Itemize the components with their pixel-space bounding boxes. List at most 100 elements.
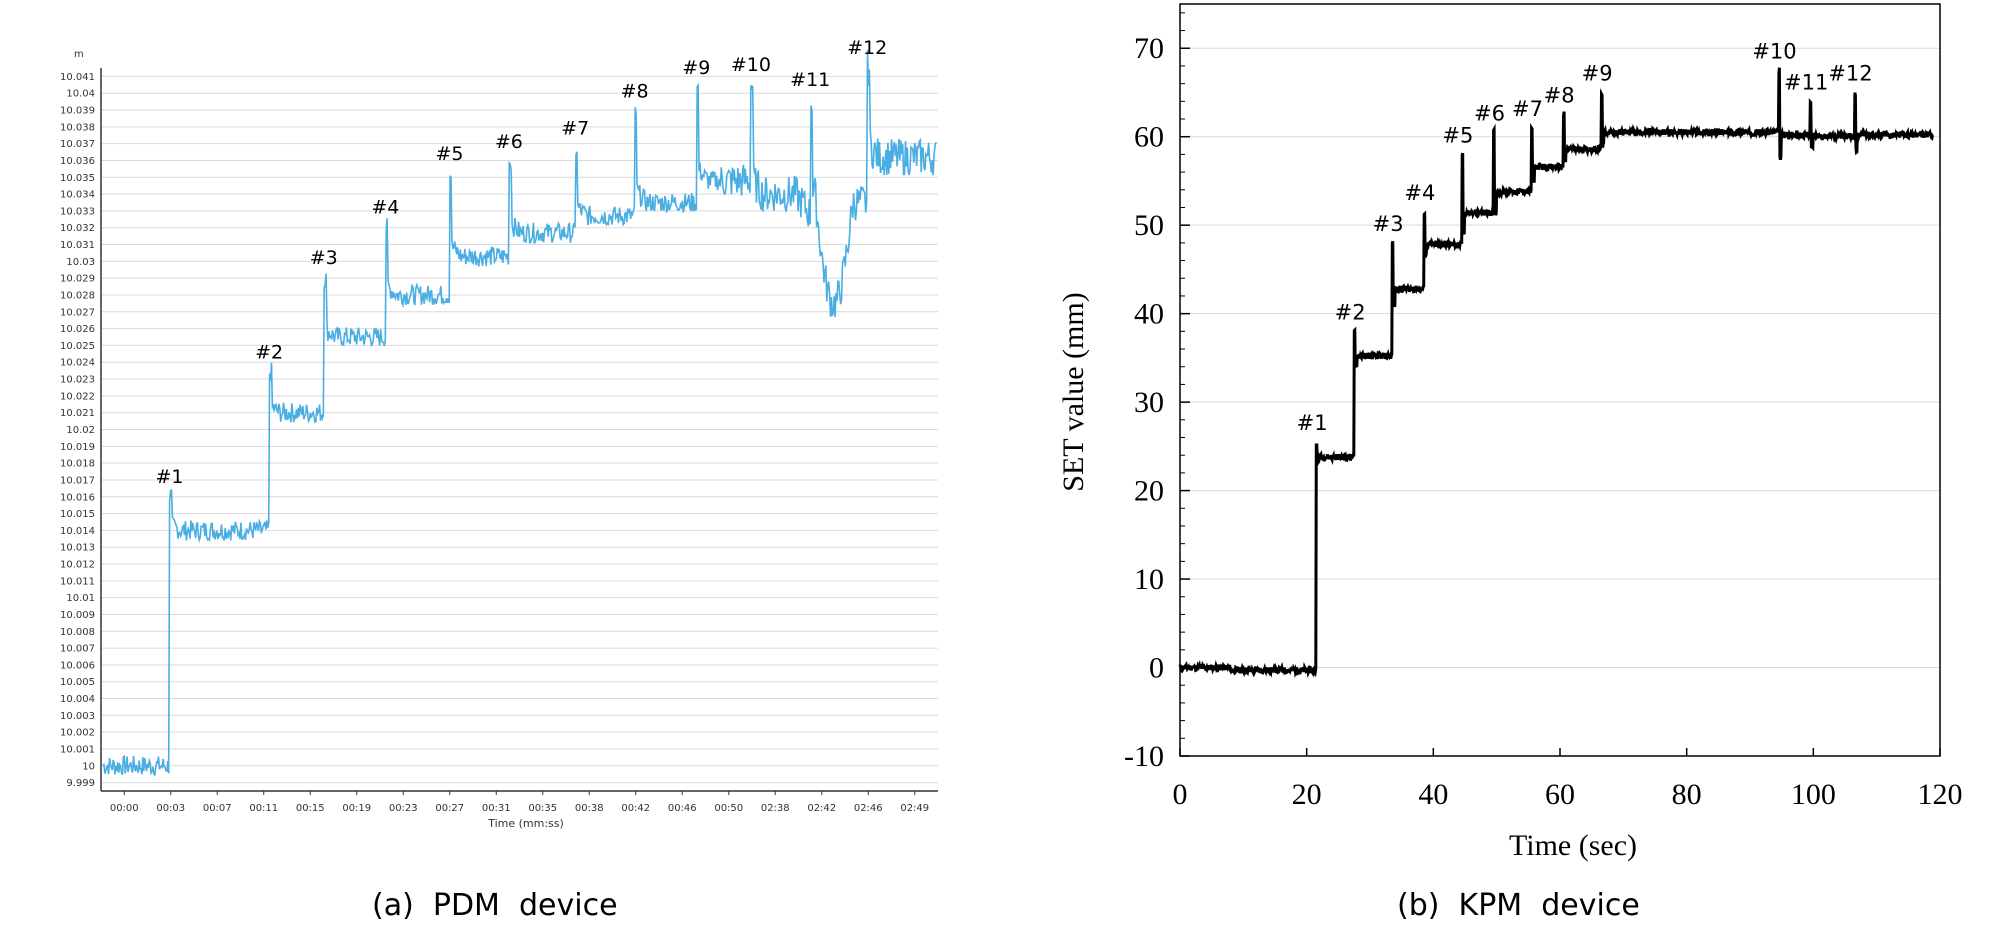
pdm-step-label: #9 <box>682 57 710 79</box>
kpm-y-tick-label: 10 <box>1134 563 1164 596</box>
pdm-y-tick-label: 10.019 <box>60 442 95 453</box>
pdm-step-label: #6 <box>495 131 523 153</box>
kpm-series-line <box>1178 67 1934 679</box>
pdm-y-tick-label: 10.008 <box>60 627 95 638</box>
kpm-plot-frame <box>1179 3 1941 757</box>
pdm-y-tick-label: 10.023 <box>60 375 95 386</box>
kpm-y-tick-label: 30 <box>1134 386 1164 419</box>
kpm-step-label: #7 <box>1512 97 1543 121</box>
pdm-y-tick-label: 10.018 <box>60 459 95 470</box>
kpm-step-label: #9 <box>1582 61 1613 85</box>
kpm-step-label: #10 <box>1752 39 1796 63</box>
kpm-gridlines <box>1180 47 1940 757</box>
kpm-step-label: #6 <box>1474 101 1505 125</box>
pdm-step-label: #3 <box>310 247 338 269</box>
pdm-y-tick-label: 9.999 <box>66 778 95 789</box>
kpm-x-tick-label: 80 <box>1672 778 1702 811</box>
pdm-y-tick-label: 10.033 <box>60 206 95 217</box>
pdm-y-tick-label: 10.012 <box>60 560 95 571</box>
pdm-y-tick-label: 10.027 <box>60 307 95 318</box>
pdm-x-tick-label: 00:03 <box>156 803 185 814</box>
pdm-y-tick-label: 10.016 <box>60 492 95 503</box>
pdm-x-tick-label: 00:11 <box>249 803 278 814</box>
pdm-y-tick-label: 10.02 <box>66 425 95 436</box>
pdm-step-labels: #1 #2 #3 #4 #5 #6 #7 #8 #9 #10 #11 #12 <box>155 37 887 488</box>
pdm-x-tick-label: 02:49 <box>900 803 929 814</box>
kpm-step-label: #1 <box>1297 411 1328 435</box>
kpm-x-tick-label: 60 <box>1545 778 1575 811</box>
kpm-step-label: #3 <box>1373 212 1404 236</box>
pdm-y-tick-label: 10.004 <box>60 694 95 705</box>
pdm-step-label: #2 <box>255 341 283 363</box>
pdm-y-tick-label: 10.041 <box>60 72 95 83</box>
pdm-x-tick-label: 02:46 <box>854 803 883 814</box>
kpm-x-tick-label: 20 <box>1292 778 1322 811</box>
pdm-step-label: #4 <box>371 197 399 219</box>
kpm-y-tick-label: 0 <box>1149 652 1164 685</box>
kpm-x-tick-label: 40 <box>1418 778 1448 811</box>
pdm-chart: 10.041 10.04 10.039 10.038 10.037 10.036 10.03… <box>60 37 938 830</box>
kpm-step-label: #4 <box>1404 181 1435 205</box>
kpm-x-tick-label: 120 <box>1918 778 1963 811</box>
pdm-gridlines <box>101 75 938 784</box>
kpm-x-axis-label: Time (sec) <box>1509 829 1637 862</box>
pdm-x-tick-label: 00:23 <box>389 803 418 814</box>
kpm-step-label: #2 <box>1335 300 1366 324</box>
pdm-step-label: #11 <box>790 69 830 91</box>
pdm-y-tick-label: 10.03 <box>66 257 95 268</box>
pdm-y-tick-label: 10.017 <box>60 475 95 486</box>
pdm-x-tick-label: 00:38 <box>575 803 604 814</box>
pdm-step-label: #1 <box>155 466 183 488</box>
pdm-y-tick-labels: 10.041 10.04 10.039 10.038 10.037 10.036 10.03… <box>60 72 95 789</box>
pdm-y-tick-label: 10.001 <box>60 744 95 755</box>
kpm-y-tick-label: 70 <box>1134 32 1164 65</box>
pdm-y-tick-label: 10.032 <box>60 223 95 234</box>
pdm-y-tick-label: 10.034 <box>60 190 95 201</box>
pdm-y-tick-label: 10.006 <box>60 660 95 671</box>
pdm-y-tick-label: 10.029 <box>60 274 95 285</box>
pdm-x-axis-label: Time (mm:ss) <box>487 817 564 830</box>
pdm-y-tick-label: 10 <box>82 761 95 772</box>
pdm-step-label: #12 <box>847 37 887 59</box>
kpm-step-label: #11 <box>1784 70 1828 94</box>
pdm-y-tick-label: 10.037 <box>60 139 95 150</box>
pdm-x-tick-label: 02:38 <box>761 803 790 814</box>
kpm-step-label: #5 <box>1442 123 1473 147</box>
kpm-y-tick-label: 20 <box>1134 475 1164 508</box>
pdm-y-tick-label: 10.024 <box>60 358 95 369</box>
caption-right: (b) KPM device <box>1397 888 1640 923</box>
pdm-x-tick-label: 00:19 <box>342 803 371 814</box>
pdm-y-tick-label: 10.028 <box>60 290 95 301</box>
pdm-y-tick-label: 10.04 <box>66 89 95 100</box>
pdm-y-tick-label: 10.014 <box>60 526 95 537</box>
pdm-x-tick-label: 00:00 <box>110 803 139 814</box>
pdm-step-label: #5 <box>435 143 463 165</box>
pdm-x-tick-label: 00:46 <box>668 803 697 814</box>
kpm-y-tick-labels: -10 0 10 20 30 40 50 60 70 <box>1124 12 1190 773</box>
pdm-y-tick-label: 10.022 <box>60 391 95 402</box>
pdm-y-tick-label: 10.031 <box>60 240 95 251</box>
pdm-x-tick-label: 00:31 <box>482 803 511 814</box>
pdm-y-tick-label: 10.007 <box>60 644 95 655</box>
kpm-y-axis-label: SET value (mm) <box>1057 292 1090 491</box>
pdm-y-tick-label: 10.01 <box>66 593 95 604</box>
pdm-x-tick-label: 00:35 <box>528 803 557 814</box>
pdm-step-label: #7 <box>561 118 589 140</box>
pdm-x-tick-label: 00:27 <box>435 803 464 814</box>
pdm-x-tick-label: 00:07 <box>203 803 232 814</box>
pdm-x-tick-label: 02:42 <box>807 803 836 814</box>
pdm-x-tick-label: 00:42 <box>621 803 650 814</box>
pdm-y-tick-label: 10.036 <box>60 156 95 167</box>
pdm-y-tick-label: 10.002 <box>60 728 95 739</box>
pdm-y-tick-label: 10.009 <box>60 610 95 621</box>
pdm-y-tick-label: 10.005 <box>60 677 95 688</box>
pdm-y-tick-label: 10.015 <box>60 509 95 520</box>
pdm-y-tick-label: 10.025 <box>60 341 95 352</box>
pdm-y-tick-label: 10.039 <box>60 106 95 117</box>
kpm-x-tick-label: 0 <box>1173 778 1188 811</box>
kpm-x-tick-labels: 0 20 40 60 80 100 120 <box>1173 748 1963 811</box>
kpm-chart: -10 0 10 20 30 40 50 60 70 0 20 40 60 80 100 120 Time … <box>1057 3 1963 862</box>
pdm-y-tick-label: 10.021 <box>60 408 95 419</box>
kpm-step-labels: #1 #2 #3#4 #5#6 #7#8 #9 #10 #11 #12 <box>1297 39 1873 435</box>
